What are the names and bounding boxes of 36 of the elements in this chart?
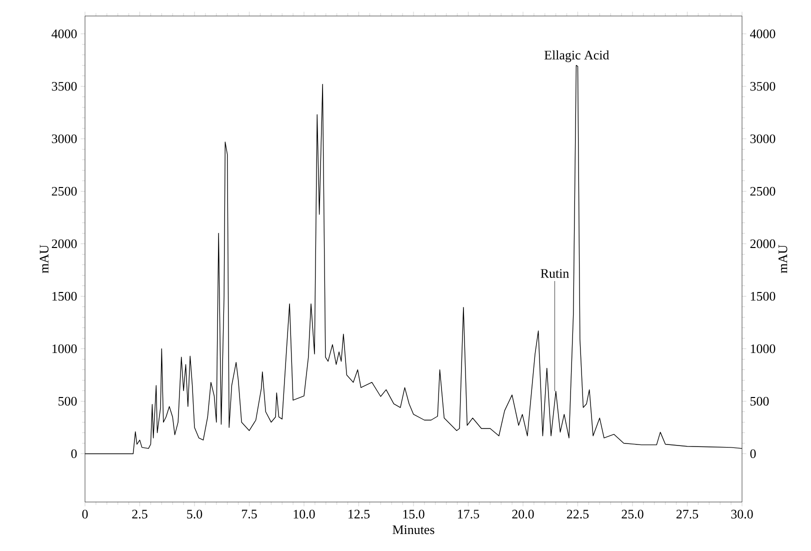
annotation: Rutin — [540, 269, 569, 278]
y2-tick-label: 4000 — [750, 29, 776, 38]
y-tick-label: 1500 — [52, 292, 77, 301]
y2-tick-label: 0 — [750, 449, 756, 458]
y2-tick-label: 2000 — [750, 239, 776, 248]
y2-tick-label: 1500 — [750, 292, 776, 301]
x-tick-label: 20.0 — [512, 510, 534, 519]
y-tick-label: 4000 — [52, 29, 77, 38]
x-tick-label: 2.5 — [132, 510, 148, 519]
annotation: Ellagic Acid — [544, 50, 610, 62]
x-tick-label: 15.0 — [403, 510, 424, 519]
x-tick-label: 10.0 — [294, 510, 315, 519]
y2-tick-label: 3500 — [750, 82, 776, 91]
y-axis-title: mAU — [40, 244, 48, 274]
y-tick-label: 2000 — [52, 239, 77, 248]
y-tick-label: 0 — [71, 449, 77, 458]
x-axis-title: Minutes — [392, 525, 434, 534]
x-tick-label: 5.0 — [187, 510, 202, 519]
y-tick-label: 500 — [58, 396, 77, 406]
x-tick-label: 25.0 — [622, 510, 644, 519]
x-tick-label: 30.0 — [731, 510, 753, 519]
y-tick-label: 3000 — [52, 134, 77, 144]
y-tick-label: 3500 — [52, 82, 77, 91]
x-tick-label: 17.5 — [458, 510, 480, 519]
y2-tick-label: 1000 — [750, 344, 776, 354]
y2-tick-label: 500 — [750, 396, 769, 406]
x-tick-label: 12.5 — [348, 510, 370, 519]
x-tick-label: 22.5 — [566, 510, 589, 519]
x-tick-label: 0 — [82, 510, 88, 519]
y-tick-label: 2500 — [52, 186, 77, 196]
x-tick-label: 27.5 — [676, 510, 698, 519]
y2-axis-title: mAU — [778, 244, 788, 274]
y2-tick-label: 2500 — [750, 186, 776, 196]
x-tick-label: 7.5 — [242, 510, 257, 518]
y2-tick-label: 3000 — [750, 134, 776, 144]
y-tick-label: 1000 — [52, 344, 77, 354]
